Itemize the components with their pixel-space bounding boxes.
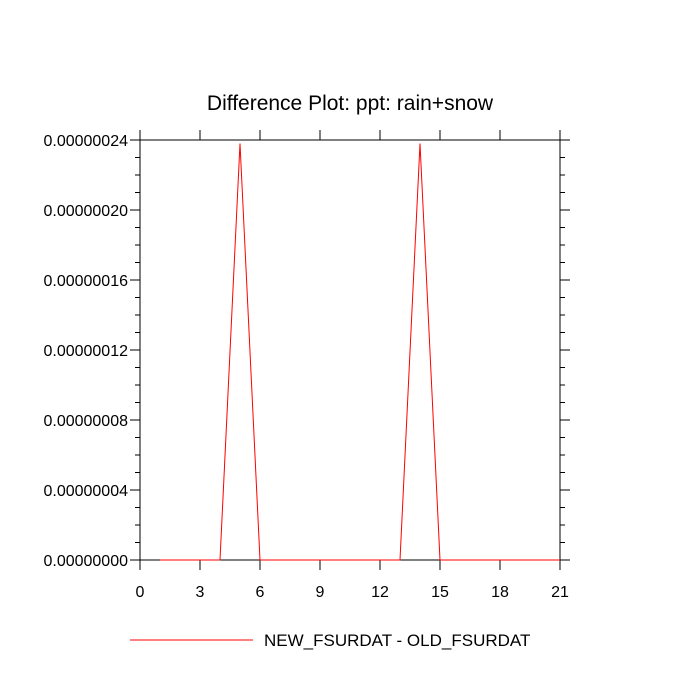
x-tick-label: 9 [316,584,325,601]
y-tick-label: 0.00000024 [43,133,128,150]
x-tick-label: 18 [491,584,509,601]
y-tick-label: 0.00000000 [43,553,128,570]
x-axis: 0 3 6 9 12 15 18 21 [136,584,569,601]
legend: NEW_FSURDAT - OLD_FSURDAT [130,631,530,650]
series-line [160,143,560,561]
y-tick-label: 0.00000020 [43,203,128,220]
x-tick-label: 3 [196,584,205,601]
x-tick-label: 6 [256,584,265,601]
y-axis: 0.00000000 0.00000004 0.00000008 0.00000… [43,133,128,570]
series-layer [160,143,560,561]
legend-label: NEW_FSURDAT - OLD_FSURDAT [264,631,530,650]
x-tick-label: 15 [431,584,449,601]
y-tick-label: 0.00000012 [43,343,128,360]
x-tick-label: 12 [371,584,389,601]
plot-frame [139,139,561,561]
y-tick-label: 0.00000004 [43,483,128,500]
minor-ticks [130,130,570,570]
x-tick-label: 21 [551,584,569,601]
y-tick-label: 0.00000016 [43,273,128,290]
x-tick-label: 0 [136,584,145,601]
y-tick-label: 0.00000008 [43,413,128,430]
chart-title: Difference Plot: ppt: rain+snow [207,92,494,115]
